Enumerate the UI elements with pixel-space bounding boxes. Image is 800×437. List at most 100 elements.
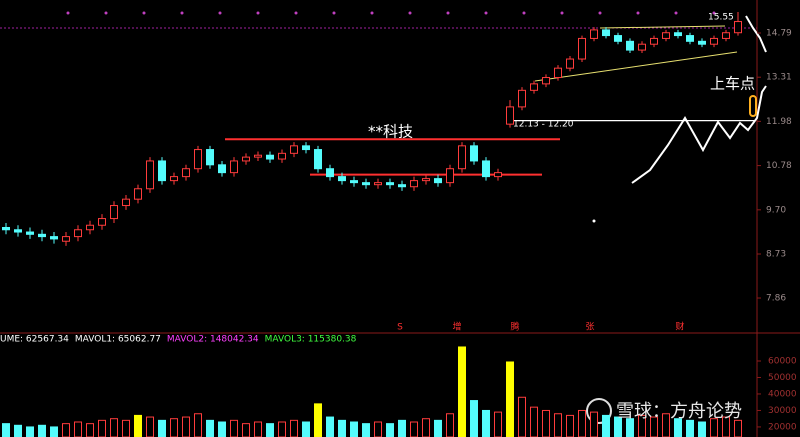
volume-bar bbox=[734, 419, 742, 437]
candle-body bbox=[386, 182, 394, 186]
dot bbox=[592, 219, 596, 223]
candle-body bbox=[350, 180, 358, 184]
volume-bar bbox=[434, 419, 442, 437]
candle-body bbox=[266, 154, 274, 160]
y-tick-label: 10.78 bbox=[766, 161, 792, 171]
event-marker: S bbox=[397, 323, 403, 333]
candle-body bbox=[590, 29, 598, 39]
candle-body bbox=[242, 156, 250, 162]
candle-body bbox=[542, 77, 550, 85]
top-dot bbox=[712, 11, 716, 15]
volume-bar bbox=[410, 421, 418, 437]
volume-tick-label: 20000 bbox=[768, 422, 797, 432]
volume-bar bbox=[302, 421, 310, 437]
volume-bar bbox=[590, 411, 598, 437]
candle-body bbox=[710, 37, 718, 45]
volume-legend: MAVOL2: 148042.34 bbox=[167, 335, 259, 345]
candle-body bbox=[578, 37, 586, 60]
volume-bar bbox=[506, 361, 514, 437]
candle-body bbox=[422, 178, 430, 182]
candle-body bbox=[686, 35, 694, 42]
volume-bar bbox=[170, 418, 178, 437]
volume-bar bbox=[122, 419, 130, 437]
volume-bar bbox=[554, 413, 562, 437]
candle-body bbox=[482, 160, 490, 178]
top-dot bbox=[522, 11, 526, 15]
volume-bar bbox=[278, 421, 286, 437]
y-tick-label: 11.98 bbox=[766, 117, 792, 127]
hand-drawn-curve bbox=[631, 85, 767, 184]
volume-bar bbox=[62, 423, 70, 437]
candle-body bbox=[182, 168, 190, 178]
candle-body bbox=[14, 229, 22, 233]
top-dot bbox=[180, 11, 184, 15]
candle-body bbox=[530, 83, 538, 91]
candle-body bbox=[458, 145, 466, 170]
candle-body bbox=[518, 89, 526, 108]
top-dot bbox=[218, 11, 222, 15]
volume-bar bbox=[14, 424, 22, 437]
candle-body bbox=[722, 32, 730, 39]
volume-legend: UME: 62567.34 bbox=[0, 335, 69, 345]
annotation: 上车点 bbox=[710, 75, 755, 93]
volume-bar bbox=[290, 419, 298, 437]
volume-bar bbox=[38, 424, 46, 437]
candle-body bbox=[674, 32, 682, 37]
candle-body bbox=[86, 224, 94, 231]
volume-bar bbox=[74, 421, 82, 437]
candle-body bbox=[506, 106, 514, 125]
candle-body bbox=[566, 58, 574, 69]
candle-body bbox=[254, 154, 262, 158]
candle-body bbox=[38, 233, 46, 238]
candle-body bbox=[122, 198, 130, 207]
candle-body bbox=[602, 29, 610, 37]
candle-body bbox=[2, 226, 10, 231]
annotation: **科技 bbox=[368, 123, 413, 141]
candle-body bbox=[314, 149, 322, 170]
volume-bar bbox=[578, 409, 586, 437]
candle-body bbox=[278, 152, 286, 160]
candle-body bbox=[470, 145, 478, 162]
annotation: 15.55 bbox=[708, 13, 734, 23]
volume-bar bbox=[206, 419, 214, 437]
candle-body bbox=[302, 145, 310, 151]
volume-bar bbox=[350, 421, 358, 437]
candle-body bbox=[218, 164, 226, 174]
volume-bar bbox=[50, 426, 58, 437]
volume-bar bbox=[86, 423, 94, 437]
top-dot bbox=[446, 11, 450, 15]
volume-bar bbox=[686, 419, 694, 437]
top-dot bbox=[560, 11, 564, 15]
top-dot bbox=[484, 11, 488, 15]
candle-body bbox=[26, 231, 34, 235]
volume-tick-label: 40000 bbox=[768, 389, 797, 399]
top-dot bbox=[256, 11, 260, 15]
candle-body bbox=[290, 145, 298, 154]
volume-bar bbox=[458, 346, 466, 437]
top-dot bbox=[370, 11, 374, 15]
event-marker: 增 bbox=[452, 321, 461, 333]
volume-bar bbox=[242, 423, 250, 437]
candle-body bbox=[74, 229, 82, 238]
top-dot bbox=[294, 11, 298, 15]
volume-tick-label: 30000 bbox=[768, 406, 797, 416]
volume-legend: MAVOL1: 65062.77 bbox=[75, 335, 161, 345]
candle-body bbox=[98, 218, 106, 226]
candle-body bbox=[146, 160, 154, 190]
volume-bar bbox=[338, 419, 346, 437]
volume-bar bbox=[566, 414, 574, 437]
candle-body bbox=[374, 182, 382, 186]
entry-marker bbox=[749, 95, 757, 117]
top-dot bbox=[408, 11, 412, 15]
candle-body bbox=[206, 149, 214, 166]
candle-body bbox=[110, 205, 118, 220]
volume-bar bbox=[542, 409, 550, 437]
y-tick-label: 9.70 bbox=[766, 205, 786, 215]
volume-bar bbox=[422, 418, 430, 437]
volume-bar bbox=[386, 423, 394, 437]
top-dot bbox=[636, 11, 640, 15]
volume-bar bbox=[326, 416, 334, 437]
